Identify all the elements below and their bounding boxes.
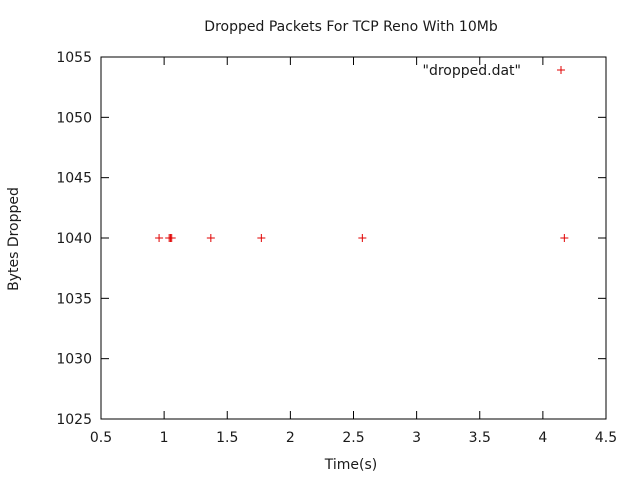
- y-tick-label: 1030: [56, 352, 92, 368]
- x-tick-label: 3.5: [469, 430, 491, 446]
- legend: "dropped.dat": [423, 63, 565, 79]
- x-tick-label: 3: [412, 430, 421, 446]
- y-tick-label: 1045: [56, 171, 92, 187]
- data-point: [167, 234, 176, 242]
- data-points: [155, 234, 569, 242]
- legend-marker: [557, 66, 565, 74]
- x-tick-label: 0.5: [90, 430, 112, 446]
- axis-ticks: [100, 56, 607, 420]
- x-tick-label: 1.5: [216, 430, 238, 446]
- x-tick-label: 1: [160, 430, 169, 446]
- y-axis-label: Bytes Dropped: [6, 187, 22, 291]
- plot-frame: [100, 56, 607, 420]
- data-point: [206, 234, 215, 242]
- x-tick-label: 2: [286, 430, 295, 446]
- x-axis-label: Time(s): [324, 457, 377, 473]
- y-tick-label: 1055: [56, 50, 92, 66]
- axis-tick-labels: 0.5 1 1.5 2 2.5 3 3.5 4 4.5 1025 1030 1035 1040 1045 1…: [56, 50, 617, 446]
- chart-title: Dropped Packets For TCP Reno With 10Mb: [204, 19, 498, 35]
- y-tick-label: 1025: [56, 412, 92, 428]
- data-point: [257, 234, 266, 242]
- x-tick-label: 4: [538, 430, 547, 446]
- legend-marker-plus: [557, 66, 565, 74]
- data-point: [155, 234, 164, 242]
- y-tick-label: 1040: [56, 231, 92, 247]
- x-tick-label: 4.5: [595, 430, 617, 446]
- y-tick-label: 1050: [56, 110, 92, 126]
- data-point: [560, 234, 569, 242]
- x-tick-label: 2.5: [342, 430, 364, 446]
- data-point: [358, 234, 367, 242]
- y-tick-label: 1035: [56, 291, 92, 307]
- legend-label-dropped-dat: "dropped.dat": [423, 63, 521, 79]
